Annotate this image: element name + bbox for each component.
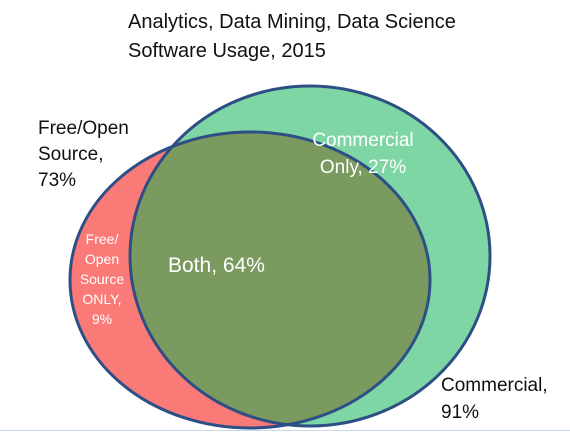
commercial-only-region-label: Commercial Only, 27% (312, 130, 414, 178)
free-open-source-set-label: Free/Open Source, 73% (38, 118, 129, 191)
commercial-outline (128, 84, 492, 428)
free-open-source-outline (68, 130, 432, 430)
diagram-title: Analytics, Data Mining, Data Science Sof… (128, 11, 456, 62)
bottom-divider (0, 430, 570, 431)
both-region-label: Both, 64% (168, 254, 265, 277)
commercial-set-label: Commercial, 91% (441, 375, 548, 423)
free-only-region-label: Free/ Open Source ONLY, 9% (79, 231, 125, 327)
